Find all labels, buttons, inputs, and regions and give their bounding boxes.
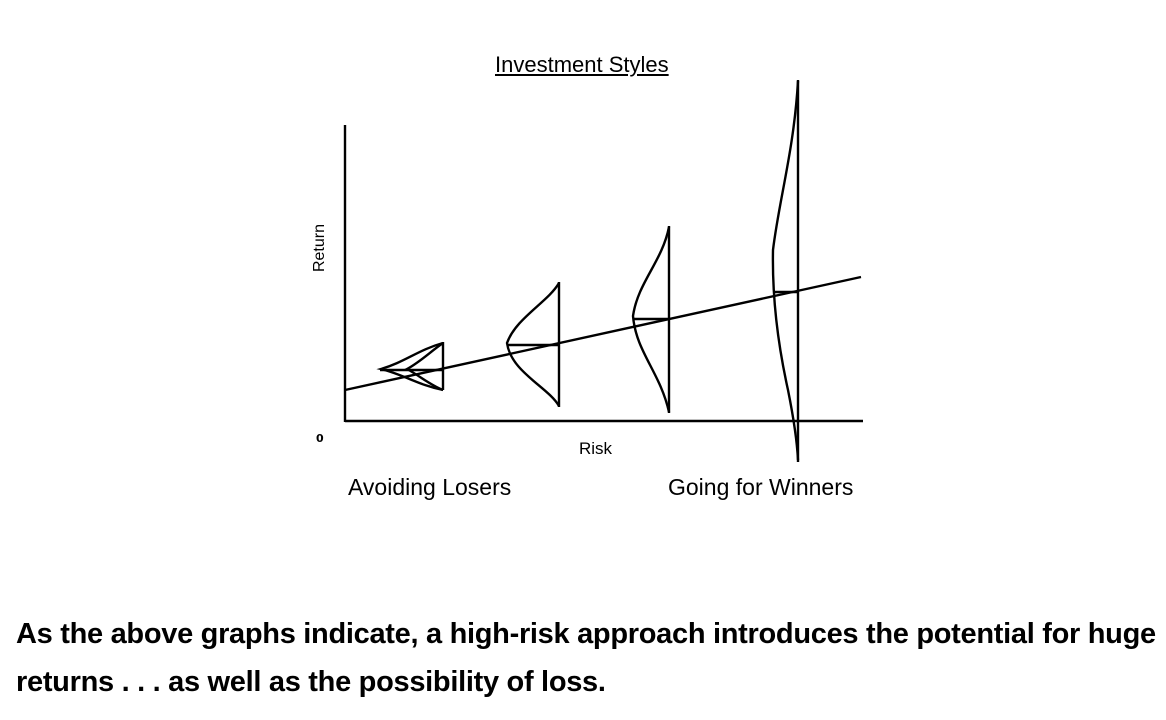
x-axis-label: Risk xyxy=(579,439,613,458)
distribution-curve-1 xyxy=(376,341,445,392)
summary-statement: As the above graphs indicate, a high-ris… xyxy=(16,618,1156,698)
distribution-2-bell xyxy=(505,282,561,407)
distribution-1-bell xyxy=(376,341,444,392)
distribution-4-bell xyxy=(771,80,800,461)
distribution-1-mirror xyxy=(404,342,444,392)
avoiding-losers-caption: Avoiding Losers xyxy=(348,474,512,500)
y-axis-label: Return xyxy=(311,223,328,273)
origin-label: 0 xyxy=(316,432,324,445)
distribution-curve-4 xyxy=(771,80,800,462)
distribution-curve-3 xyxy=(631,226,671,413)
distribution-3-bell xyxy=(631,226,671,413)
diagram-title: Investment Styles xyxy=(495,52,669,77)
investment-styles-diagram xyxy=(343,80,863,462)
going-for-winners-caption: Going for Winners xyxy=(668,474,854,500)
distribution-curve-2 xyxy=(505,282,561,407)
